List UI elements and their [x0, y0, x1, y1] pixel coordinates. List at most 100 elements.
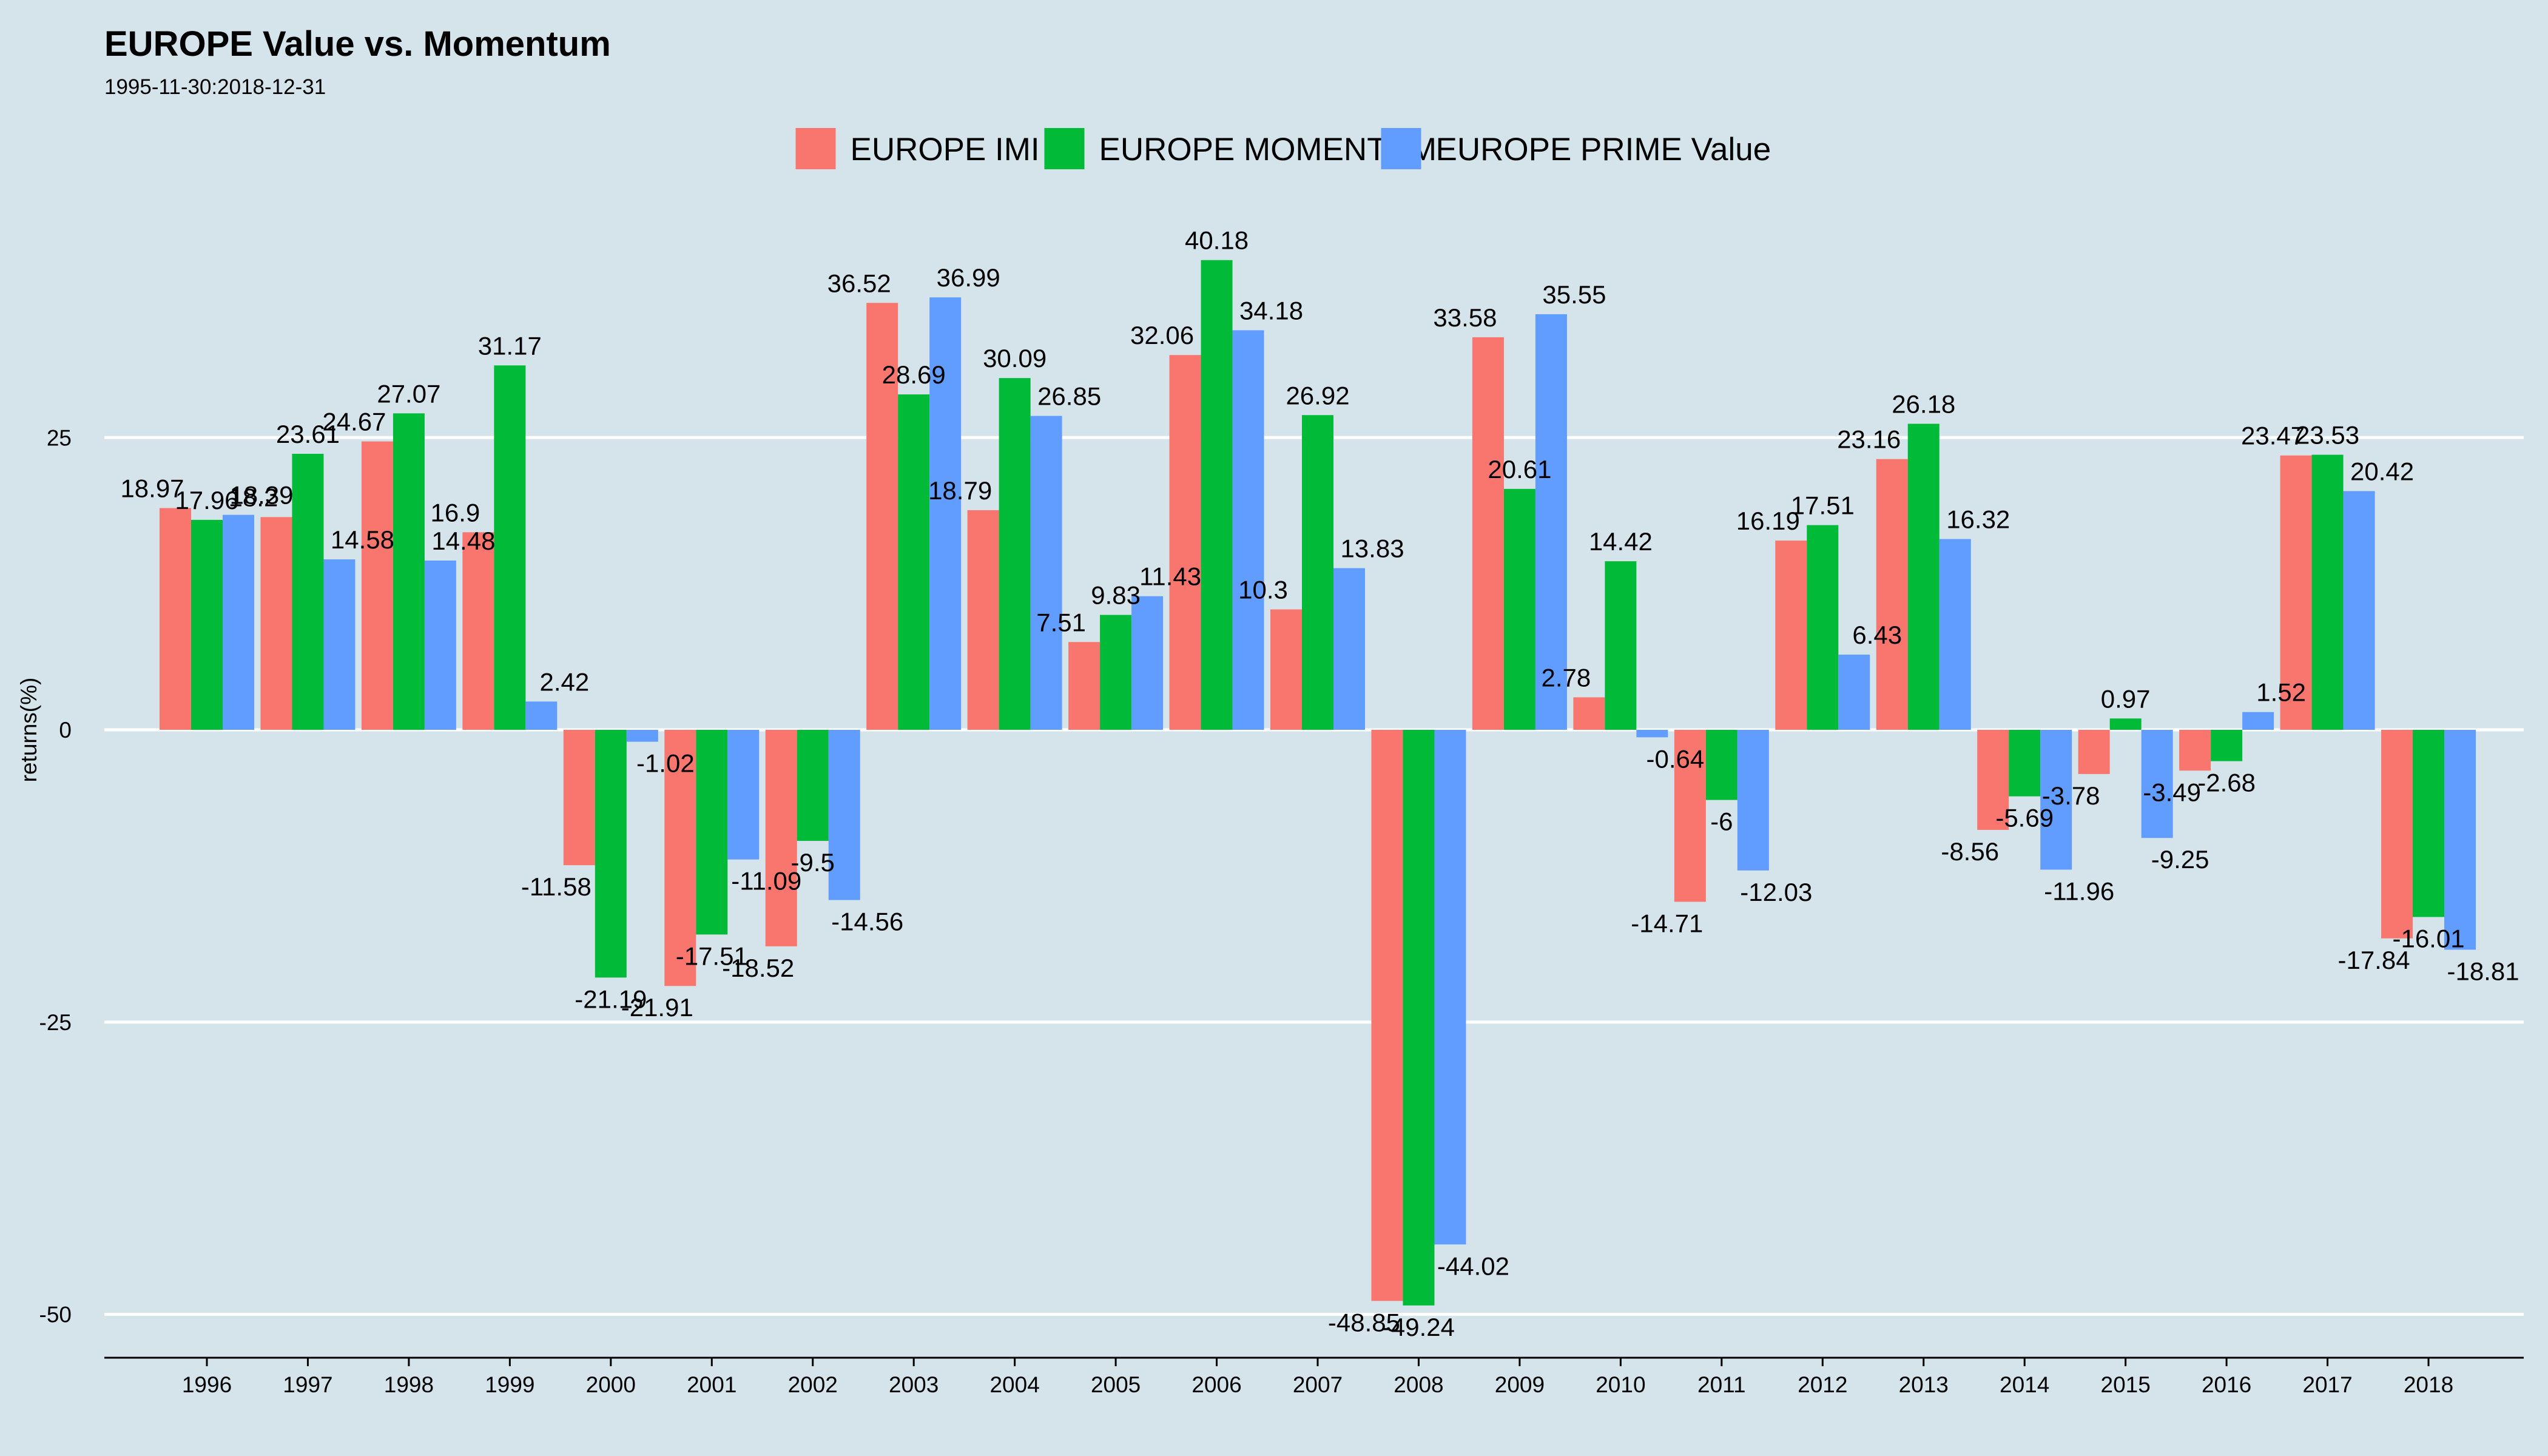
legend-item-europe-imi: EUROPE IMI	[795, 128, 1040, 169]
data-label: 36.52	[827, 269, 891, 297]
bar-europe-momentum	[1705, 730, 1737, 800]
data-label: -2.68	[2197, 769, 2256, 797]
bar-europe-momentum	[494, 365, 526, 730]
y-tick-label: -25	[39, 1010, 72, 1035]
legend-key	[1381, 128, 1421, 169]
bar-europe-imi	[2280, 455, 2312, 730]
data-label: 33.58	[1433, 303, 1497, 332]
x-tick-label: 2011	[1697, 1372, 1746, 1397]
data-label: -18.81	[2447, 957, 2519, 985]
data-label: -9.25	[2151, 845, 2209, 874]
bar-europe-momentum	[393, 413, 425, 730]
x-tick-label: 2015	[2101, 1372, 2151, 1397]
data-label: 35.55	[1542, 280, 1606, 309]
bar-europe-imi	[462, 532, 494, 730]
data-label: -18.52	[722, 954, 794, 982]
data-label: 16.9	[430, 498, 480, 527]
y-tick-label: -50	[39, 1303, 72, 1327]
x-tick-label: 2003	[889, 1372, 939, 1397]
bar-europe-imi	[1674, 730, 1706, 902]
bar-europe-momentum	[292, 454, 324, 730]
data-label: -5.69	[1995, 804, 2054, 832]
x-tick-label: 1996	[182, 1372, 232, 1397]
bar-europe-momentum	[1100, 615, 1132, 730]
data-label: -9.5	[791, 848, 835, 877]
data-label: -3.78	[2042, 781, 2100, 810]
data-label: 18.97	[120, 474, 184, 502]
data-label: 10.3	[1238, 576, 1288, 604]
bar-europe-prime-value	[2141, 730, 2173, 838]
data-label: 16.32	[1946, 505, 2010, 534]
bar-europe-prime-value	[1737, 730, 1769, 871]
data-label: 23.47	[2241, 422, 2305, 450]
bar-europe-imi	[1371, 730, 1403, 1301]
data-label: 27.07	[377, 379, 440, 408]
data-label: -3.49	[2143, 778, 2201, 806]
x-tick-label: 1997	[283, 1372, 332, 1397]
bar-europe-momentum	[696, 730, 728, 935]
bar-europe-imi	[1169, 355, 1201, 730]
bar-europe-momentum	[999, 378, 1031, 730]
bar-europe-prime-value	[2242, 712, 2274, 730]
data-label: 2.42	[539, 667, 589, 696]
legend-key	[1044, 128, 1085, 169]
data-label: -44.02	[1437, 1252, 1509, 1280]
data-label: 17.51	[1791, 491, 1855, 520]
x-tick-label: 2009	[1495, 1372, 1545, 1397]
bar-europe-imi	[866, 303, 898, 730]
bar-europe-momentum	[2413, 730, 2445, 917]
bar-europe-prime-value	[223, 514, 254, 730]
bar-europe-imi	[765, 730, 797, 946]
data-label: -0.64	[1646, 744, 1705, 773]
bar-europe-prime-value	[1939, 539, 1971, 730]
x-tick-label: 2007	[1293, 1372, 1343, 1397]
data-label: 14.48	[431, 527, 495, 555]
data-label: -11.58	[521, 872, 592, 901]
bar-europe-momentum	[1605, 561, 1637, 730]
data-label: 23.53	[2296, 421, 2359, 450]
data-label: -14.71	[1631, 909, 1703, 937]
chart-title: EUROPE Value vs. Momentum	[104, 24, 611, 64]
x-tick-label: 2002	[788, 1372, 838, 1397]
data-label: -21.91	[621, 993, 693, 1022]
data-label: -17.51	[676, 942, 748, 970]
data-label: -21.19	[575, 985, 647, 1013]
data-label: -14.56	[831, 908, 903, 936]
bar-europe-imi	[1472, 337, 1504, 730]
bar-europe-momentum	[2211, 730, 2243, 761]
data-label: -49.24	[1383, 1313, 1455, 1341]
data-label: 9.83	[1091, 581, 1141, 610]
data-label: 18.39	[229, 481, 293, 510]
data-label: -6	[1710, 807, 1733, 836]
data-label: 7.51	[1036, 608, 1086, 636]
bar-europe-momentum	[2109, 718, 2142, 730]
data-label: 6.43	[1852, 621, 1902, 649]
x-tick-label: 2004	[989, 1372, 1039, 1397]
legend-item-europe-momentum: EUROPE MOMENTUM	[1044, 128, 1437, 169]
bar-europe-imi	[1977, 730, 2009, 830]
data-label: 23.61	[276, 420, 340, 448]
bar-europe-prime-value	[2343, 491, 2375, 730]
legend-label: EUROPE PRIME Value	[1436, 132, 1771, 167]
data-label: 30.09	[983, 344, 1046, 372]
x-tick-label: 2018	[2404, 1372, 2453, 1397]
data-label: 2.78	[1542, 663, 1591, 692]
bar-europe-momentum	[2009, 730, 2041, 797]
data-label: 0.97	[2101, 684, 2151, 713]
x-tick-label: 2005	[1091, 1372, 1141, 1397]
bar-europe-prime-value	[1131, 596, 1164, 730]
bar-europe-imi	[1876, 459, 1908, 730]
bar-europe-momentum	[595, 730, 627, 978]
data-label: -8.56	[1941, 837, 1999, 866]
data-label: 28.69	[882, 360, 946, 389]
data-label: 40.18	[1185, 226, 1249, 255]
bar-europe-momentum	[1302, 415, 1334, 730]
bar-europe-prime-value	[1333, 568, 1366, 730]
bar-europe-momentum	[1503, 488, 1535, 730]
x-tick-label: 2012	[1798, 1372, 1847, 1397]
bar-europe-momentum	[1807, 525, 1839, 730]
bar-europe-prime-value	[1838, 655, 1870, 730]
